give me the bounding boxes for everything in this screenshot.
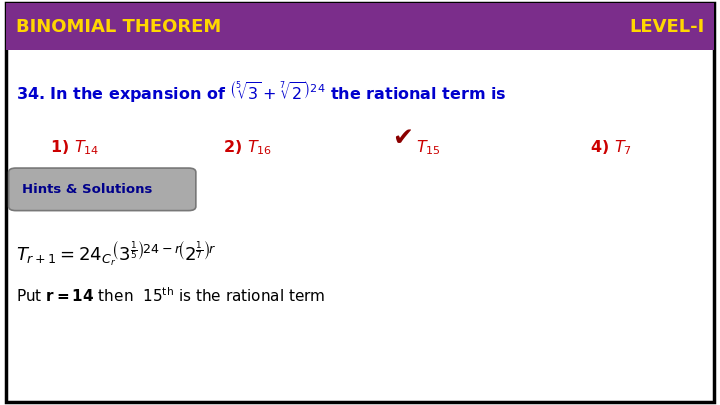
Text: $T_{15}$: $T_{15}$	[416, 139, 441, 157]
Text: Hints & Solutions: Hints & Solutions	[22, 183, 152, 196]
Text: LEVEL-I: LEVEL-I	[629, 17, 704, 36]
Text: 2) $T_{16}$: 2) $T_{16}$	[223, 139, 272, 157]
Bar	[6, 3, 714, 50]
Text: 34. In the expansion of $\left(\sqrt[5]{3}+\sqrt[7]{2}\right)^{24}$ the rational: 34. In the expansion of $\left(\sqrt[5]{…	[16, 79, 506, 104]
Text: BINOMIAL THEOREM: BINOMIAL THEOREM	[16, 17, 221, 36]
Text: $T_{r+1} = 24_{C_r}\!\left(3^{\frac{1}{5}}\right)^{\!24-r}\!\left(2^{\frac{1}{7}: $T_{r+1} = 24_{C_r}\!\left(3^{\frac{1}{5…	[16, 239, 216, 268]
Text: ✔: ✔	[392, 126, 413, 150]
FancyBboxPatch shape	[9, 168, 196, 211]
Text: 1) $T_{14}$: 1) $T_{14}$	[50, 139, 100, 157]
Text: Put $\mathbf{r = 14}$ then  $15^{\mathrm{th}}$ is the rational term: Put $\mathbf{r = 14}$ then $15^{\mathrm{…	[16, 286, 325, 305]
Text: 4) $T_{7}$: 4) $T_{7}$	[590, 139, 632, 157]
